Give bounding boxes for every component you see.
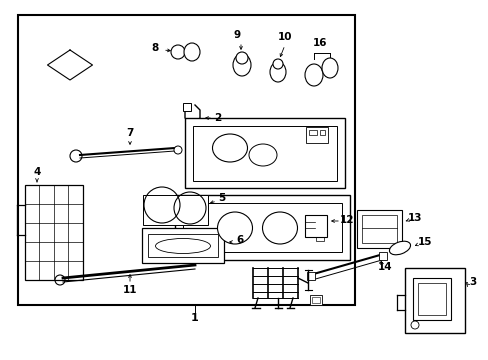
Text: 12: 12 [339, 215, 353, 225]
Text: 16: 16 [312, 38, 326, 48]
Text: 4: 4 [33, 167, 41, 177]
Text: 1: 1 [191, 313, 199, 323]
Text: 6: 6 [236, 235, 243, 245]
Ellipse shape [174, 146, 182, 154]
Text: 5: 5 [218, 193, 225, 203]
Bar [193, 126, 336, 181]
Text: 7: 7 [126, 128, 133, 138]
Bar [175, 195, 349, 260]
Text: 3: 3 [468, 277, 476, 287]
Text: 8: 8 [151, 43, 158, 53]
Ellipse shape [321, 58, 337, 78]
Bar [412, 278, 450, 320]
Bar [148, 234, 218, 257]
Bar [417, 283, 445, 315]
Ellipse shape [171, 45, 184, 59]
Bar [361, 215, 396, 243]
Bar [319, 130, 325, 135]
Bar [183, 103, 191, 111]
Ellipse shape [183, 43, 200, 61]
Bar [25, 185, 83, 280]
Ellipse shape [305, 64, 323, 86]
Text: 15: 15 [417, 237, 431, 247]
Ellipse shape [262, 212, 297, 244]
Bar [311, 297, 319, 303]
Bar [378, 252, 386, 260]
Bar [305, 127, 327, 143]
Bar [308, 130, 316, 135]
Bar [306, 272, 314, 280]
Bar [356, 210, 401, 248]
Bar [309, 295, 321, 305]
Bar [142, 228, 224, 263]
Text: 13: 13 [407, 213, 421, 223]
Bar [184, 118, 345, 188]
Text: 9: 9 [233, 30, 240, 40]
Text: 2: 2 [214, 113, 221, 123]
Bar [305, 215, 326, 237]
Ellipse shape [269, 62, 285, 82]
Ellipse shape [212, 134, 247, 162]
Bar [404, 268, 464, 333]
Ellipse shape [236, 52, 247, 64]
Ellipse shape [232, 54, 250, 76]
Text: 10: 10 [277, 32, 292, 42]
Bar [315, 233, 324, 241]
Ellipse shape [388, 241, 410, 255]
Bar [142, 195, 207, 225]
Bar [315, 222, 324, 230]
Bar [18, 15, 354, 305]
Text: 14: 14 [377, 262, 391, 272]
Ellipse shape [248, 144, 276, 166]
Bar [183, 203, 341, 252]
Text: 11: 11 [122, 285, 137, 295]
Ellipse shape [272, 59, 283, 69]
Ellipse shape [217, 212, 252, 244]
Ellipse shape [155, 239, 210, 253]
